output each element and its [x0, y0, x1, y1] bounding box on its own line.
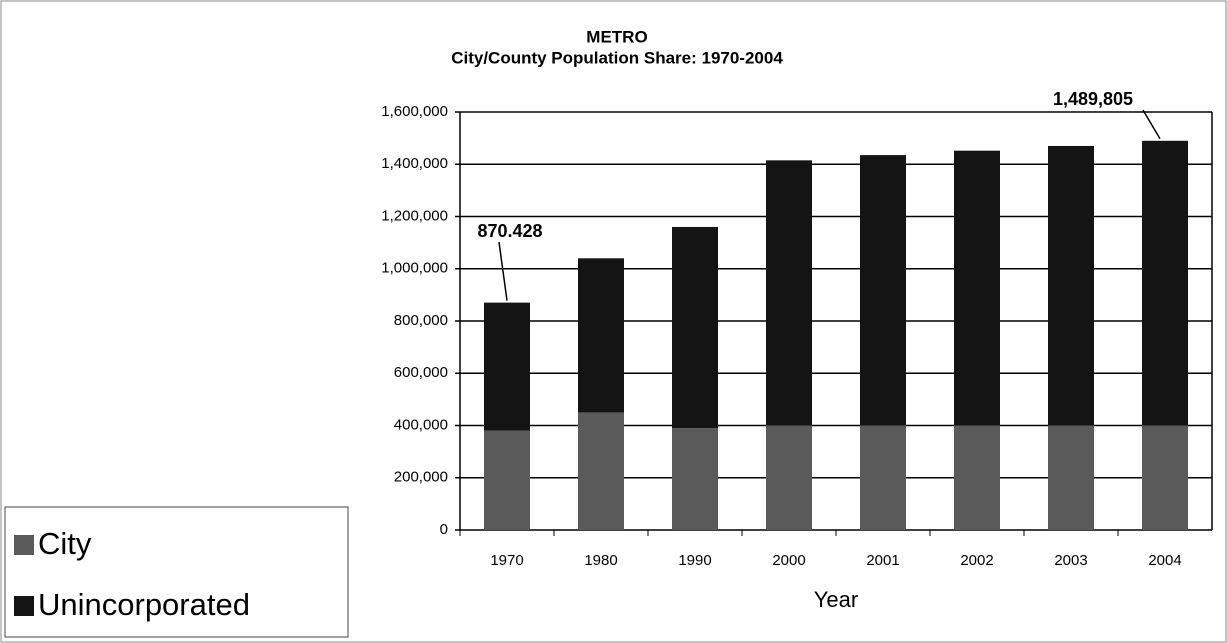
- y-tick-label: 400,000: [394, 416, 448, 433]
- bar-segment: [578, 412, 624, 530]
- x-tick-label: 2002: [960, 552, 993, 569]
- y-tick-label: 1,600,000: [381, 103, 448, 120]
- y-tick-label: 1,200,000: [381, 207, 448, 224]
- y-tick-label: 1,400,000: [381, 155, 448, 172]
- bar-segment: [672, 428, 718, 530]
- chart-subtitle: City/County Population Share: 1970-2004: [451, 48, 783, 67]
- y-tick-label: 800,000: [394, 312, 448, 329]
- leader-line: [1142, 109, 1161, 140]
- bar-segment: [766, 160, 812, 426]
- x-tick-label: 2004: [1148, 552, 1181, 569]
- bar-segment: [1048, 145, 1094, 426]
- bar-segment: [860, 425, 906, 530]
- bar-segment: [860, 155, 906, 426]
- x-tick-label: 1990: [678, 552, 711, 569]
- leader-line: [498, 241, 508, 301]
- legend-swatch: [14, 535, 34, 555]
- y-tick-label: 1,000,000: [381, 260, 448, 277]
- bar-segment: [766, 425, 812, 530]
- y-tick-label: 600,000: [394, 364, 448, 381]
- bar-segment: [1048, 425, 1094, 530]
- bar-segment: [578, 258, 624, 413]
- data-label: 870.428: [477, 221, 542, 241]
- bar-segment: [1142, 140, 1188, 426]
- y-tick-label: 0: [440, 521, 448, 538]
- x-tick-label: 2003: [1054, 552, 1087, 569]
- data-label: 1,489,805: [1053, 89, 1133, 109]
- chart-title: METRO: [586, 27, 647, 46]
- bar-segment: [954, 150, 1000, 426]
- legend-box: [4, 506, 349, 638]
- x-tick-label: 2001: [866, 552, 899, 569]
- legend-swatch: [14, 596, 34, 616]
- y-tick-label: 200,000: [394, 469, 448, 486]
- bar-segment: [484, 430, 530, 530]
- bar-segment: [484, 302, 530, 431]
- x-tick-label: 1980: [584, 552, 617, 569]
- legend-label: Unincorporated: [38, 587, 250, 622]
- legend-label: City: [38, 526, 92, 561]
- x-tick-label: 2000: [772, 552, 805, 569]
- bar-segment: [1142, 425, 1188, 530]
- bar-segment: [954, 425, 1000, 530]
- x-axis-label: Year: [814, 587, 858, 612]
- x-tick-label: 1970: [490, 552, 523, 569]
- bar-segment: [672, 226, 718, 429]
